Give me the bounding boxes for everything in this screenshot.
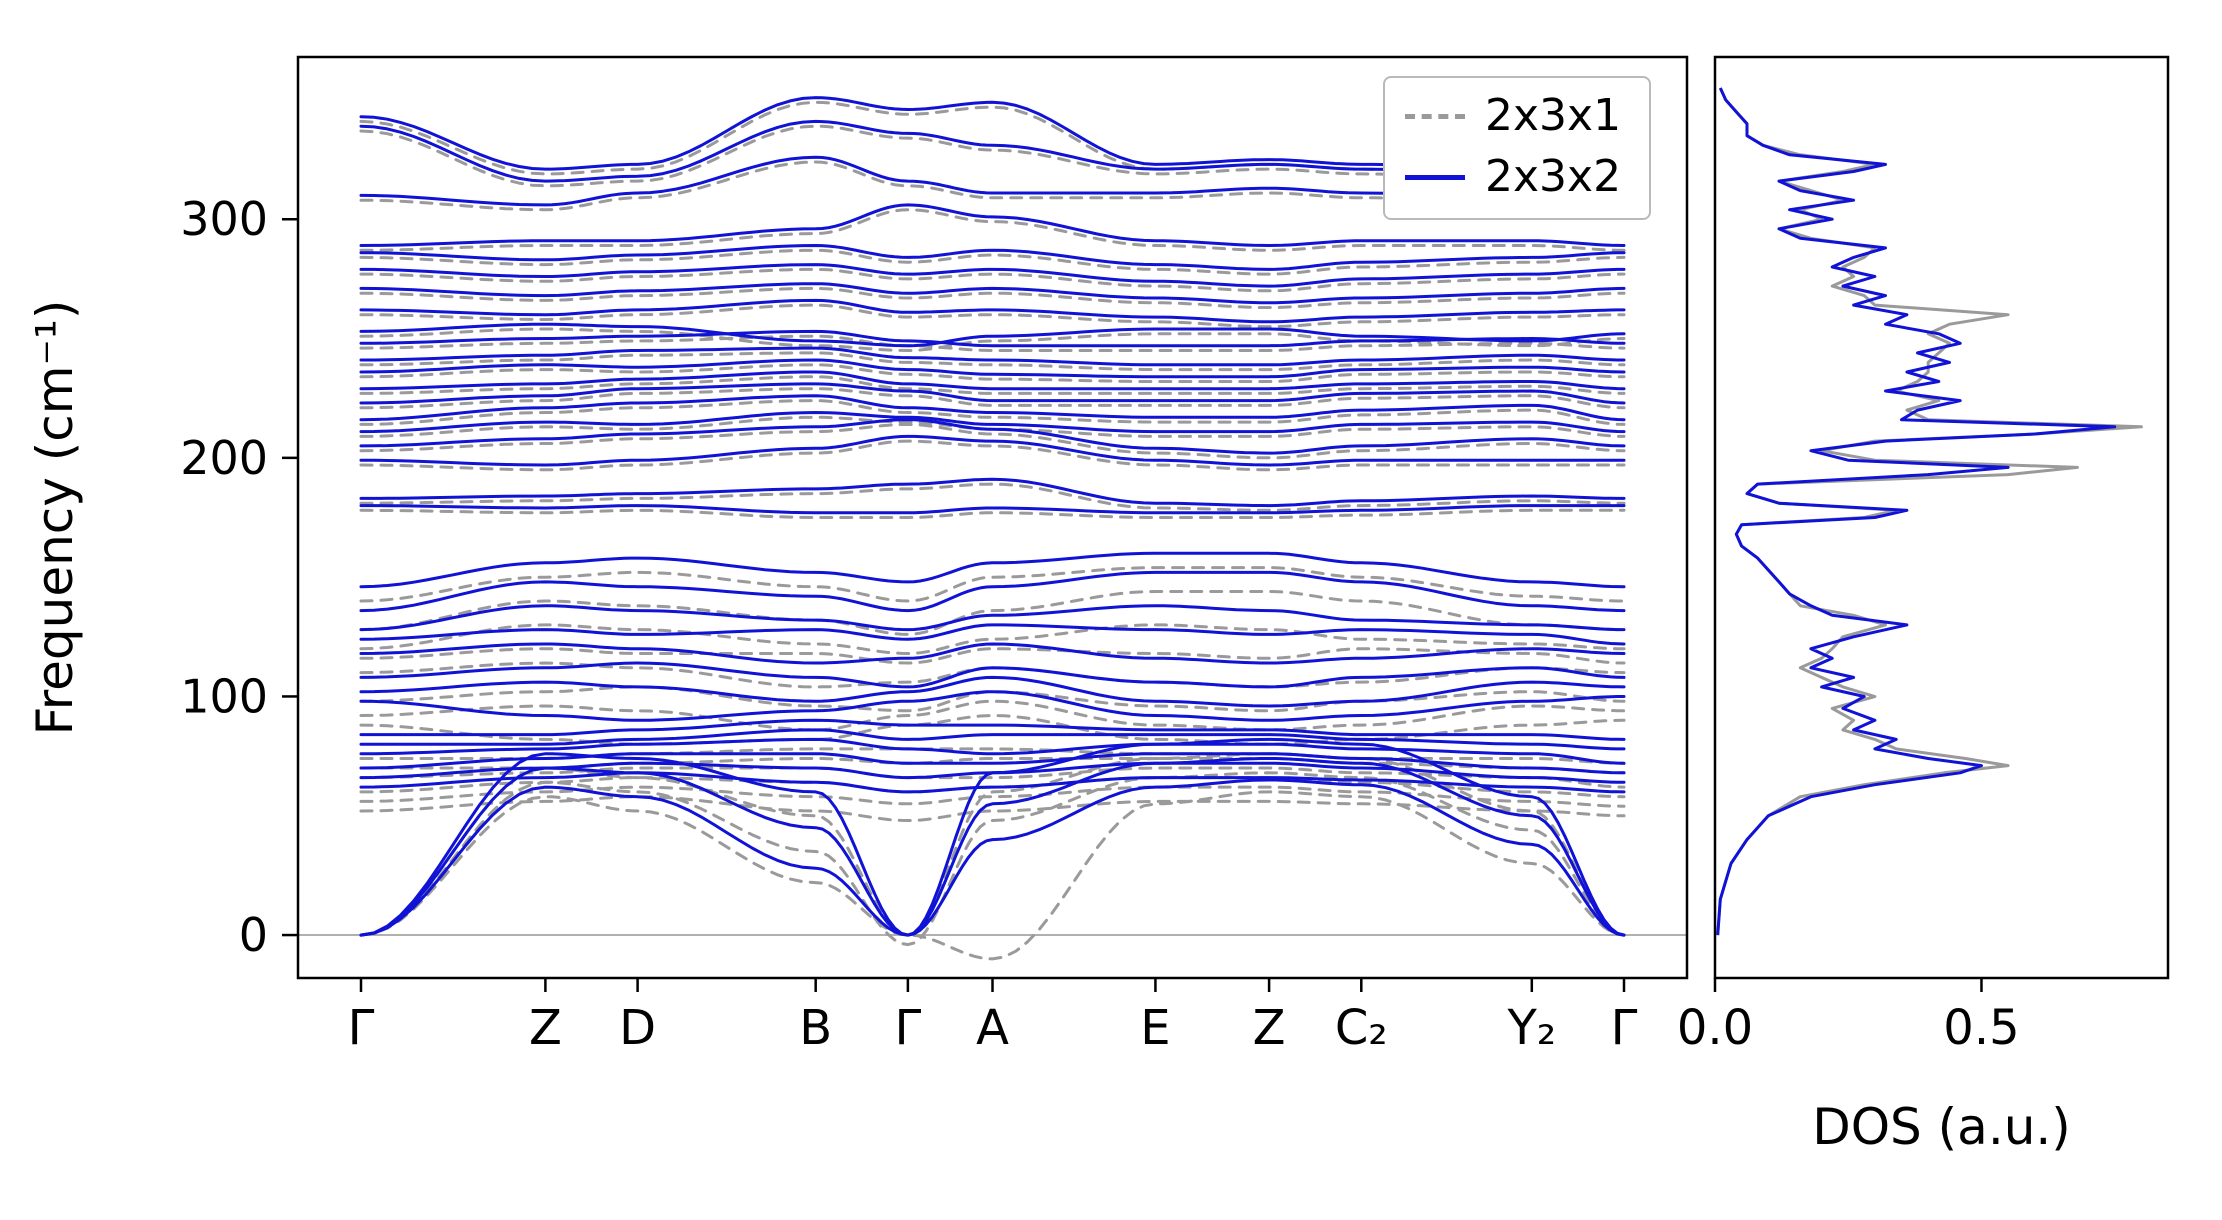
legend-label-2x3x1: 2x3x1 xyxy=(1485,90,1622,141)
band-line-2x3x2 xyxy=(359,728,1626,751)
band-line-2x3x1 xyxy=(359,508,1626,519)
dos-tick-label: 0.5 xyxy=(1943,1000,2019,1056)
band-line-2x3x1 xyxy=(359,351,1626,372)
band-line-2x3x1 xyxy=(359,375,1626,395)
kpoint-label: E xyxy=(1140,1000,1170,1056)
band-line-2x3x1 xyxy=(359,482,1626,512)
band-line-2x3x2 xyxy=(359,370,1626,391)
dos-tick-label: 0.0 xyxy=(1677,1000,1753,1056)
band-line-2x3x2 xyxy=(359,358,1626,379)
kpoint-label: Γ xyxy=(1611,1000,1638,1056)
band-line-2x3x2 xyxy=(359,661,1626,689)
legend-label-2x3x2: 2x3x2 xyxy=(1485,150,1622,202)
dashed-line-sample xyxy=(1405,113,1465,119)
kpoint-label: D xyxy=(619,1000,656,1056)
legend-item-2x3x2: 2x3x2 xyxy=(1405,151,1621,204)
band-line-2x3x2 xyxy=(359,757,1626,937)
y-axis-label: Frequency (cm⁻¹) xyxy=(26,300,84,736)
band-line-2x3x1 xyxy=(359,422,1626,460)
band-line-2x3x1 xyxy=(359,699,1626,732)
kpoint-label: Γ xyxy=(895,1000,922,1056)
band-line-2x3x2 xyxy=(359,570,1626,613)
band-line-2x3x1 xyxy=(359,439,1626,472)
band-line-2x3x2 xyxy=(359,322,1626,348)
y-tick-label: 200 xyxy=(180,431,268,485)
band-line-2x3x1 xyxy=(359,661,1626,689)
band-line-2x3x2 xyxy=(359,263,1626,288)
band-line-2x3x2 xyxy=(359,642,1626,665)
kpoint-label: Y₂ xyxy=(1507,1000,1557,1056)
band-line-2x3x1 xyxy=(359,286,1626,309)
band-line-2x3x2 xyxy=(359,394,1626,422)
band-line-2x3x2 xyxy=(359,737,1626,765)
band-line-2x3x1 xyxy=(359,327,1626,352)
band-line-2x3x2 xyxy=(359,346,1626,367)
y-tick-label: 300 xyxy=(180,192,268,246)
band-line-2x3x1 xyxy=(359,208,1626,252)
band-line-2x3x1 xyxy=(359,566,1626,603)
kpoint-label: Z xyxy=(1253,1000,1286,1056)
band-line-2x3x1 xyxy=(359,685,1626,713)
band-line-2x3x1 xyxy=(359,623,1626,655)
band-line-2x3x2 xyxy=(359,771,1626,794)
kpoint-label: B xyxy=(799,1000,832,1056)
band-line-2x3x1 xyxy=(359,363,1626,383)
band-line-2x3x1 xyxy=(359,248,1626,276)
band-line-2x3x1 xyxy=(359,399,1626,426)
legend-item-2x3x1: 2x3x1 xyxy=(1405,90,1621,143)
legend: 2x3x1 2x3x2 xyxy=(1383,76,1652,220)
band-line-2x3x2 xyxy=(359,382,1626,405)
band-line-2x3x2 xyxy=(359,418,1626,455)
band-line-2x3x1 xyxy=(359,647,1626,665)
band-line-2x3x2 xyxy=(359,504,1626,515)
dos-curve-2x3x2 xyxy=(1716,87,2117,936)
band-line-2x3x2 xyxy=(359,298,1626,324)
band-line-2x3x1 xyxy=(359,795,1626,822)
band-line-2x3x2 xyxy=(359,690,1626,722)
band-line-2x3x1 xyxy=(359,766,1626,789)
band-line-2x3x2 xyxy=(359,675,1626,708)
band-line-2x3x2 xyxy=(359,718,1626,741)
band-line-2x3x1 xyxy=(359,267,1626,293)
band-line-2x3x1 xyxy=(359,303,1626,329)
y-tick-label: 100 xyxy=(180,669,268,723)
band-line-2x3x2 xyxy=(359,434,1626,467)
band-line-2x3x2 xyxy=(359,203,1626,247)
y-tick-label: 0 xyxy=(239,908,268,962)
kpoint-label: A xyxy=(976,1000,1009,1056)
kpoint-label: C₂ xyxy=(1335,1000,1388,1056)
band-line-2x3x2 xyxy=(359,604,1626,632)
band-line-2x3x1 xyxy=(359,785,1626,808)
band-line-2x3x2 xyxy=(359,551,1626,589)
dos-axis-label: DOS (a.u.) xyxy=(1812,1098,2071,1156)
band-line-2x3x1 xyxy=(359,387,1626,410)
solid-line-sample xyxy=(1405,174,1465,180)
band-line-2x3x1 xyxy=(359,776,1626,799)
kpoint-label: Z xyxy=(529,1000,562,1056)
band-line-2x3x1 xyxy=(359,790,1626,961)
band-line-2x3x2 xyxy=(359,778,1626,937)
band-line-2x3x1 xyxy=(359,334,1626,352)
band-line-2x3x1 xyxy=(359,590,1626,636)
band-line-2x3x2 xyxy=(359,282,1626,305)
band-line-2x3x2 xyxy=(359,244,1626,271)
kpoint-label: Γ xyxy=(348,1000,375,1056)
band-line-2x3x2 xyxy=(359,761,1626,784)
band-line-2x3x2 xyxy=(359,477,1626,508)
band-line-2x3x2 xyxy=(359,752,1626,775)
dos-panel-frame xyxy=(1713,55,2170,980)
band-line-2x3x2 xyxy=(359,329,1626,348)
band-line-2x3x2 xyxy=(359,623,1626,646)
band-line-2x3x2 xyxy=(359,411,1626,434)
band-line-2x3x1 xyxy=(359,415,1626,438)
